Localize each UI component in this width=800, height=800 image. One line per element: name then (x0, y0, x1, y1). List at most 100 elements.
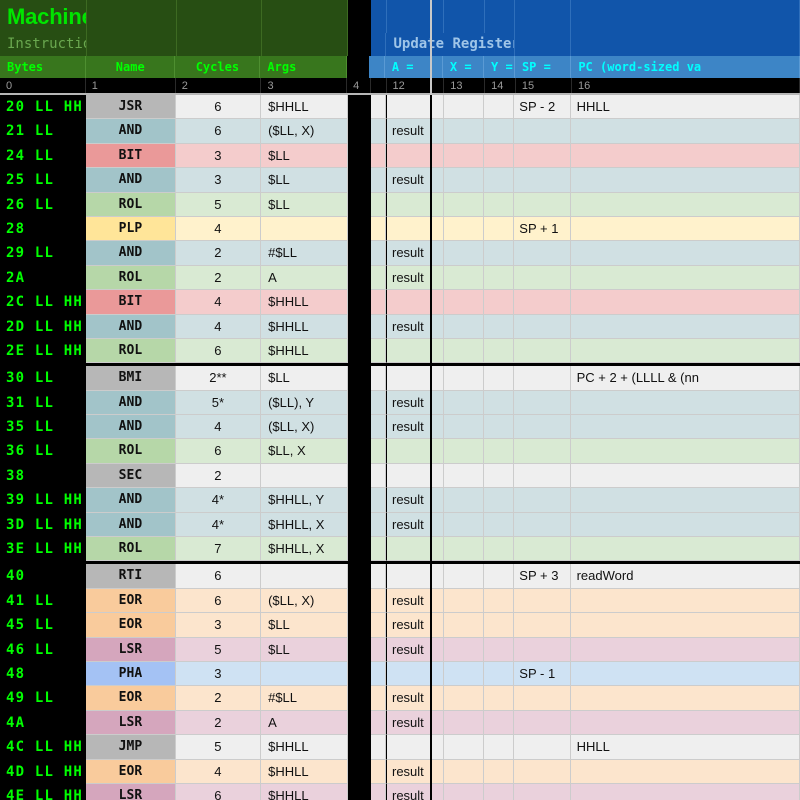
cell-narrow[interactable] (370, 415, 386, 440)
col-index-1[interactable]: 1 (86, 78, 176, 95)
cell-register-sp[interactable]: SP - 1 (514, 661, 571, 687)
cell-narrow[interactable] (370, 390, 386, 416)
cell-gap[interactable] (347, 613, 371, 638)
cell-args[interactable] (261, 216, 348, 242)
cell-register-y[interactable] (484, 512, 515, 538)
cell-name[interactable]: AND (86, 488, 176, 513)
cell-register-x[interactable] (444, 290, 485, 315)
cell-register-y[interactable] (484, 192, 515, 217)
cell-register-pc[interactable]: HHLL (570, 95, 800, 120)
colheader-pc[interactable]: PC (word-sized va (571, 56, 800, 78)
cell-name[interactable]: AND (86, 415, 176, 440)
cell-cycles[interactable]: 4 (175, 759, 262, 784)
cell-cycles[interactable]: 4* (175, 488, 262, 513)
cell-register-pc[interactable] (570, 143, 800, 169)
cell-cycles[interactable]: 3 (175, 661, 262, 687)
cell-cycles[interactable]: 5* (175, 390, 262, 416)
cell-register-pc[interactable] (570, 390, 800, 416)
cell-name[interactable]: LSR (86, 710, 176, 736)
cell-register-sp[interactable] (514, 759, 571, 784)
cell-bytes[interactable]: 21 LL (0, 119, 87, 144)
cell-args[interactable]: $LL (261, 613, 348, 638)
colheader-y[interactable]: Y = (484, 56, 515, 78)
cell-name[interactable]: RTI (86, 564, 176, 589)
cell-gap[interactable] (347, 314, 371, 339)
cell-register-pc[interactable] (570, 710, 800, 736)
table-row[interactable]: 39 LL HH AND 4* $HHLL, Y result (0, 488, 800, 513)
cell-name[interactable]: ROL (86, 265, 176, 291)
cell-name[interactable]: EOR (86, 759, 176, 784)
cell-narrow[interactable] (370, 537, 386, 562)
cell-cycles[interactable]: 6 (175, 588, 262, 614)
cell-register-sp[interactable] (514, 415, 571, 440)
cell-bytes[interactable]: 30 LL (0, 366, 87, 391)
cell-register-x[interactable] (444, 119, 485, 144)
cell-bytes[interactable]: 3D LL HH (0, 512, 87, 538)
col-index-13[interactable]: 13 (444, 78, 486, 95)
cell-register-sp[interactable] (514, 290, 571, 315)
cell-register-a[interactable] (386, 439, 445, 464)
cell-register-x[interactable] (444, 710, 485, 736)
cell-args[interactable]: $HHLL, Y (261, 488, 348, 513)
cell-register-y[interactable] (484, 143, 515, 169)
cell-gap[interactable] (347, 95, 371, 120)
cell-cycles[interactable]: 3 (175, 143, 262, 169)
cell-gap[interactable] (347, 588, 371, 614)
cell-args[interactable]: ($LL, X) (261, 588, 348, 614)
cell-register-pc[interactable] (570, 463, 800, 489)
cell-register-sp[interactable] (514, 314, 571, 339)
cell-register-y[interactable] (484, 366, 515, 391)
cell-args[interactable]: $HHLL (261, 735, 348, 760)
cell-args[interactable]: ($LL, X) (261, 415, 348, 440)
cell-args[interactable]: $HHLL (261, 759, 348, 784)
cell-register-a[interactable] (386, 216, 445, 242)
cell-args[interactable]: A (261, 265, 348, 291)
instruction-table[interactable]: 20 LL HH JSR 6 $HHLL SP - 2 HHLL 21 LL AND 6 ($LL… (0, 95, 800, 800)
cell-gap[interactable] (347, 439, 371, 464)
cell-gap[interactable] (347, 265, 371, 291)
cell-bytes[interactable]: 4D LL HH (0, 759, 87, 784)
cell-register-pc[interactable] (570, 588, 800, 614)
cell-name[interactable]: ROL (86, 192, 176, 217)
cell-register-x[interactable] (444, 390, 485, 416)
cell-gap[interactable] (347, 338, 371, 364)
cell-register-x[interactable] (444, 661, 485, 687)
cell-gap[interactable] (347, 783, 371, 800)
col-index-4[interactable]: 4 (347, 78, 372, 95)
table-row[interactable]: 24 LL BIT 3 $LL (0, 143, 800, 169)
table-row[interactable]: 45 LL EOR 3 $LL result (0, 613, 800, 638)
cell-register-a[interactable]: result (386, 637, 445, 662)
cell-register-pc[interactable] (570, 759, 800, 784)
cell-name[interactable]: LSR (86, 783, 176, 800)
cell-register-x[interactable] (444, 759, 485, 784)
table-row[interactable]: 3E LL HH ROL 7 $HHLL, X (0, 537, 800, 562)
cell-register-pc[interactable] (570, 338, 800, 364)
cell-bytes[interactable]: 3E LL HH (0, 537, 87, 562)
cell-register-a[interactable]: result (386, 588, 445, 614)
cell-register-pc[interactable] (570, 119, 800, 144)
cell-cycles[interactable]: 2** (175, 366, 262, 391)
cell-register-a[interactable]: result (386, 314, 445, 339)
table-row[interactable]: 41 LL EOR 6 ($LL, X) result (0, 588, 800, 614)
cell-args[interactable]: ($LL), Y (261, 390, 348, 416)
cell-register-a[interactable]: result (386, 390, 445, 416)
cell-register-sp[interactable] (514, 241, 571, 266)
cell-cycles[interactable]: 5 (175, 637, 262, 662)
col-index-15[interactable]: 15 (516, 78, 572, 95)
cell-register-x[interactable] (444, 537, 485, 562)
cell-register-sp[interactable] (514, 143, 571, 169)
cell-cycles[interactable]: 4 (175, 290, 262, 315)
cell-name[interactable]: BIT (86, 290, 176, 315)
cell-args[interactable]: #$LL (261, 241, 348, 266)
colheader-args[interactable]: Args (260, 56, 347, 78)
cell-register-sp[interactable]: SP + 3 (514, 564, 571, 589)
cell-register-sp[interactable] (514, 119, 571, 144)
cell-args[interactable]: $LL (261, 637, 348, 662)
cell-bytes[interactable]: 36 LL (0, 439, 87, 464)
cell-register-a[interactable]: result (386, 710, 445, 736)
cell-narrow[interactable] (370, 290, 386, 315)
cell-narrow[interactable] (370, 95, 386, 120)
cell-name[interactable]: JSR (86, 95, 176, 120)
cell-register-y[interactable] (484, 759, 515, 784)
cell-cycles[interactable]: 6 (175, 95, 262, 120)
